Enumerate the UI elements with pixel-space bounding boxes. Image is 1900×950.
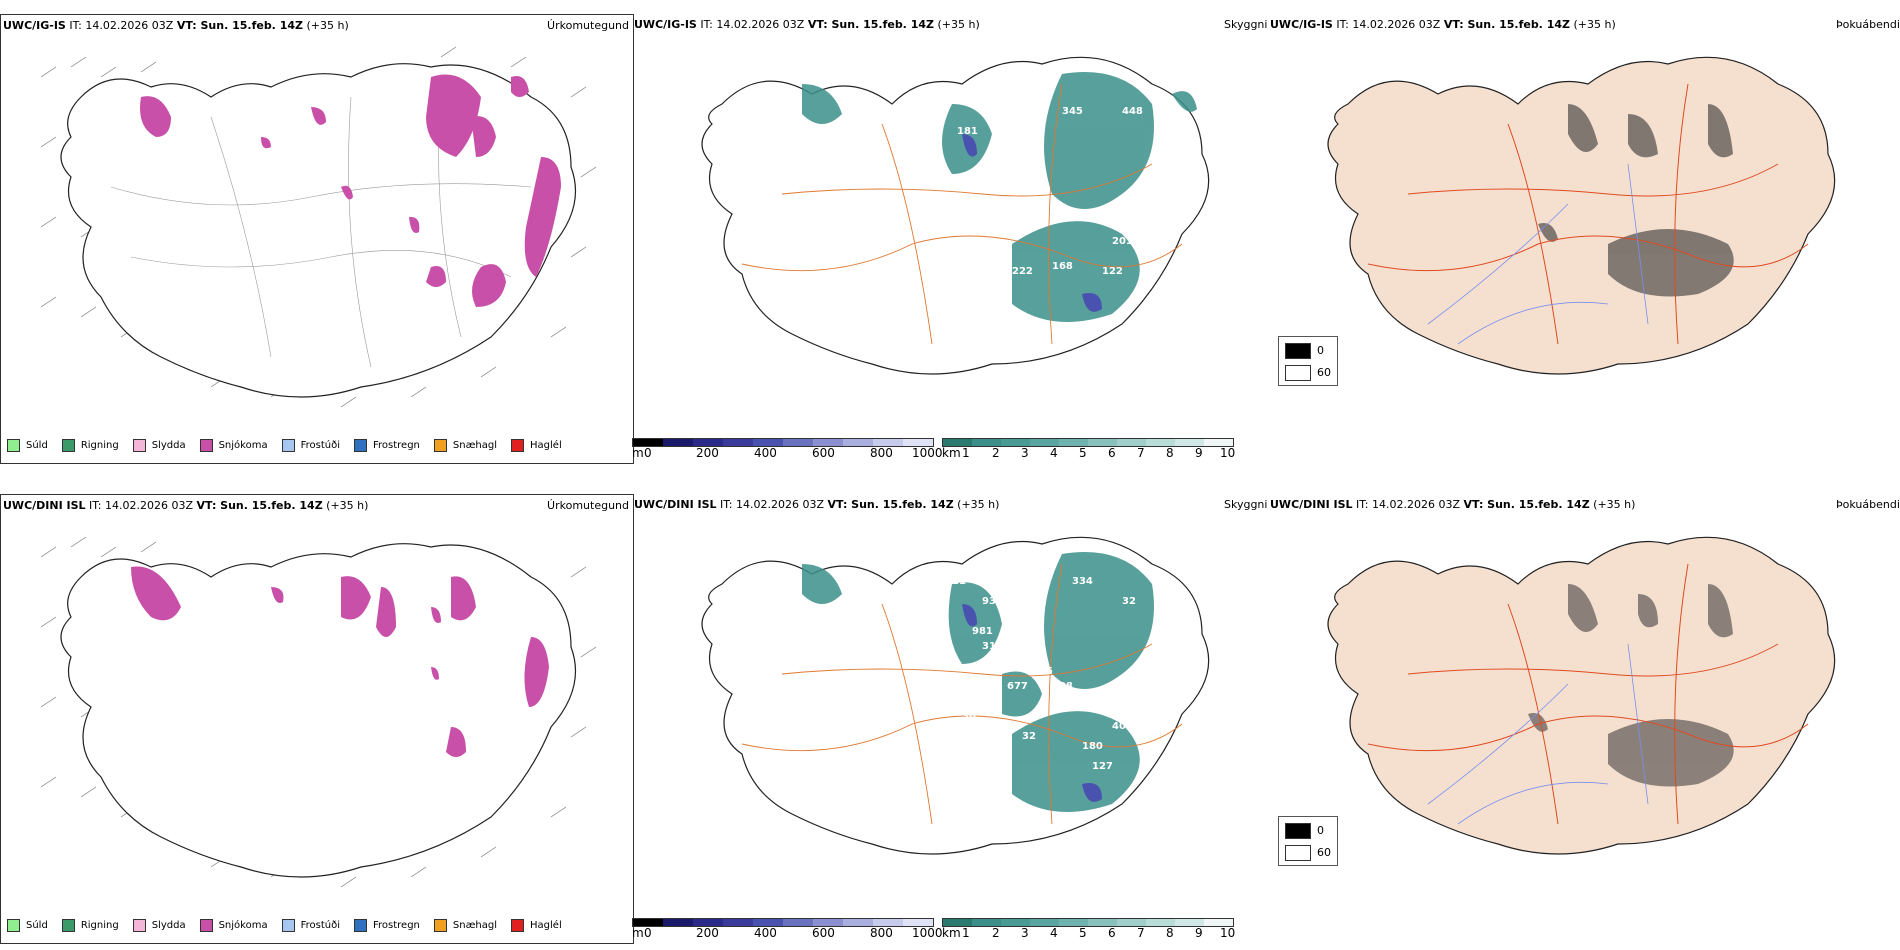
precip-type-panel-2: UWC/DINI ISL IT: 14.02.2026 03Z VT: Sun.… bbox=[0, 494, 634, 944]
panel-title: Skyggni bbox=[1224, 18, 1268, 31]
svg-text:625: 625 bbox=[1032, 666, 1053, 677]
ceiling-map: 345 448 337 233 181 165 309 601 287 222 … bbox=[701, 56, 1210, 375]
ceiling-visibility-panel-2: UWC/DINI ISL IT: 14.02.2026 03Z VT: Sun.… bbox=[632, 494, 1272, 942]
cloud-label: 309 bbox=[1022, 176, 1043, 187]
ceiling-scale: m 0 200 400 600 800 1000 bbox=[632, 918, 952, 942]
ceiling-visibility-panel-1: UWC/IG-IS IT: 14.02.2026 03Z VT: Sun. 15… bbox=[632, 14, 1272, 462]
legend-item-haglel: Haglél bbox=[511, 439, 562, 452]
cloud-label: 388 bbox=[1152, 196, 1173, 207]
panel-title: Þokuábendi bbox=[1836, 498, 1900, 511]
svg-text:319: 319 bbox=[982, 641, 1003, 652]
fog-panel-2: UWC/DINI ISL IT: 14.02.2026 03Z VT: Sun.… bbox=[1268, 494, 1900, 942]
cloud-label: 448 bbox=[1122, 106, 1143, 117]
cloud-label: 168 bbox=[1052, 261, 1073, 272]
ceiling-unit: m bbox=[632, 446, 644, 460]
it-value: 14.02.2026 03Z bbox=[85, 19, 174, 32]
fog-key: 0 60 bbox=[1278, 816, 1338, 866]
precip-legend: Súld Rigning Slydda Snjókoma Frostúði Fr… bbox=[7, 919, 576, 932]
panel-title: Skyggni bbox=[1224, 498, 1268, 511]
fog-panel-1: UWC/IG-IS IT: 14.02.2026 03Z VT: Sun. 15… bbox=[1268, 14, 1900, 462]
legend-item-frostregn: Frostregn bbox=[354, 439, 420, 452]
visibility-scale: km 1 2 3 4 5 6 7 8 9 10 bbox=[942, 918, 1252, 942]
svg-text:677: 677 bbox=[1007, 681, 1028, 692]
cloud-label: 337 bbox=[1152, 176, 1173, 187]
svg-text:127: 127 bbox=[1092, 761, 1113, 772]
legend-item-frostudi: Frostúði bbox=[281, 439, 340, 452]
cloud-label: 181 bbox=[957, 126, 978, 137]
fog-map bbox=[1327, 56, 1836, 375]
precip-legend: Súld Rigning Slydda Snjókoma Frostúði Fr… bbox=[7, 439, 576, 452]
ceiling-map: 334 315 21 933 981 319 625 677 708 32 35… bbox=[701, 536, 1210, 855]
precip-type-panel-1: UWC/IG-IS IT: 14.02.2026 03Z VT: Sun. 15… bbox=[0, 14, 634, 464]
panel-header: UWC/IG-IS IT: 14.02.2026 03Z VT: Sun. 15… bbox=[3, 19, 349, 32]
cloud-label: 601 bbox=[1002, 206, 1023, 217]
legend-item-snaehagl: Snæhagl bbox=[433, 439, 497, 452]
it-label: IT: bbox=[69, 19, 82, 32]
panel-title: Úrkomutegund bbox=[547, 19, 629, 32]
svg-text:933: 933 bbox=[982, 596, 1003, 607]
svg-text:180: 180 bbox=[1082, 741, 1103, 752]
svg-text:291: 291 bbox=[1147, 671, 1168, 682]
svg-text:32: 32 bbox=[1122, 596, 1136, 607]
panel-header: UWC/DINI ISL IT: 14.02.2026 03Z VT: Sun.… bbox=[3, 499, 369, 512]
cloud-label: 222 bbox=[1012, 266, 1033, 277]
precip-type-map bbox=[40, 536, 597, 888]
svg-text:21: 21 bbox=[952, 576, 966, 587]
svg-text:315: 315 bbox=[982, 576, 1003, 587]
svg-text:334: 334 bbox=[1072, 576, 1093, 587]
svg-text:407: 407 bbox=[1112, 721, 1133, 732]
panel-header: UWC/IG-IS IT: 14.02.2026 03Z VT: Sun. 15… bbox=[1270, 18, 1616, 31]
cloud-label: 122 bbox=[1102, 266, 1123, 277]
cloud-label: 287 bbox=[952, 241, 973, 252]
legend-item-rigning: Rigning bbox=[61, 439, 119, 452]
svg-text:352: 352 bbox=[1152, 656, 1173, 667]
cloud-label: 233 bbox=[982, 106, 1003, 117]
svg-text:981: 981 bbox=[972, 626, 993, 637]
ceiling-scale: m 0 200 400 600 800 1000 bbox=[632, 438, 952, 462]
cloud-label: 201 bbox=[1112, 236, 1133, 247]
cloud-label: 165 bbox=[957, 176, 978, 187]
lead-time: (+35 h) bbox=[306, 19, 349, 32]
model-name: UWC/IG-IS bbox=[3, 19, 66, 32]
cloud-label: 345 bbox=[1062, 106, 1083, 117]
visibility-scale: km 1 2 3 4 5 6 7 8 9 10 bbox=[942, 438, 1252, 462]
model-name: UWC/IG-IS bbox=[634, 18, 697, 31]
svg-text:708: 708 bbox=[1052, 681, 1073, 692]
svg-text:32: 32 bbox=[1022, 731, 1036, 742]
panel-header: UWC/DINI ISL IT: 14.02.2026 03Z VT: Sun.… bbox=[1270, 498, 1636, 511]
panel-header: UWC/DINI ISL IT: 14.02.2026 03Z VT: Sun.… bbox=[634, 498, 1000, 511]
svg-text:557: 557 bbox=[1142, 686, 1163, 697]
fog-key: 0 60 bbox=[1278, 336, 1338, 386]
fog-map bbox=[1327, 536, 1836, 855]
panel-title: Úrkomutegund bbox=[547, 499, 629, 512]
legend-item-snjokoma: Snjókoma bbox=[199, 439, 268, 452]
svg-text:36: 36 bbox=[962, 711, 976, 722]
vt-label: VT: Sun. 15.feb. 14Z bbox=[176, 19, 303, 32]
precip-type-map bbox=[40, 46, 597, 408]
panel-title: Þokuábendi bbox=[1836, 18, 1900, 31]
legend-item-sudl: Súld bbox=[7, 439, 48, 452]
legend-item-slydda: Slydda bbox=[132, 439, 186, 452]
panel-header: UWC/IG-IS IT: 14.02.2026 03Z VT: Sun. 15… bbox=[634, 18, 980, 31]
cloud-label: 346 bbox=[1142, 246, 1163, 257]
